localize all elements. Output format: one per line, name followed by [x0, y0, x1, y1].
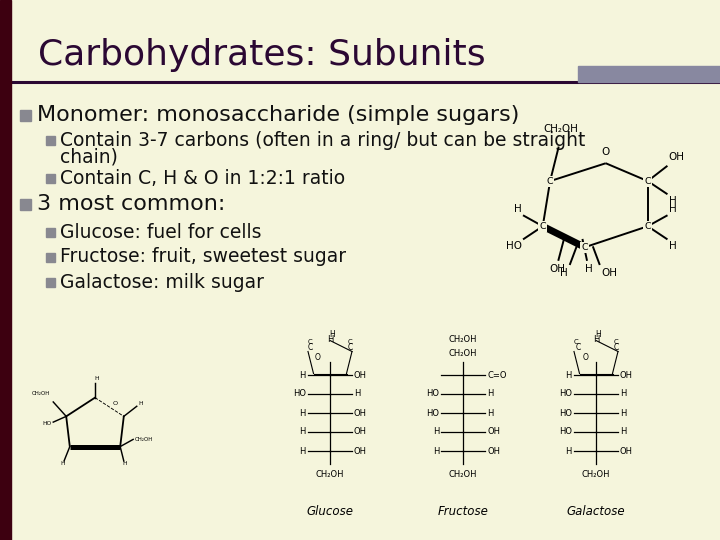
Text: OH: OH — [354, 447, 367, 456]
Text: OH: OH — [354, 370, 367, 380]
Text: HO: HO — [559, 408, 572, 417]
Text: H: H — [620, 389, 626, 399]
Text: C: C — [582, 243, 588, 252]
Text: H: H — [669, 196, 677, 206]
Text: H: H — [300, 428, 306, 436]
Text: H: H — [620, 428, 626, 436]
Text: C: C — [575, 343, 580, 352]
Text: H: H — [94, 376, 99, 381]
Text: H: H — [433, 447, 439, 456]
Text: OH: OH — [354, 408, 367, 417]
Text: H: H — [122, 461, 127, 465]
Text: CH₂OH: CH₂OH — [582, 470, 611, 479]
Text: H: H — [669, 241, 677, 251]
Text: H: H — [60, 461, 65, 465]
Text: O: O — [583, 353, 589, 361]
Text: chain): chain) — [60, 147, 118, 166]
Text: C=O: C=O — [487, 370, 506, 380]
Text: 3 most common:: 3 most common: — [37, 194, 225, 214]
Text: H: H — [327, 335, 333, 344]
Text: C: C — [546, 177, 554, 186]
Text: H: H — [620, 408, 626, 417]
Text: HO: HO — [559, 428, 572, 436]
Bar — [0, 0, 11, 540]
Text: Galactose: Galactose — [567, 505, 625, 518]
Bar — [46, 173, 55, 183]
Text: Fructose: fruit, sweetest sugar: Fructose: fruit, sweetest sugar — [60, 247, 346, 267]
Text: OH: OH — [620, 447, 633, 456]
Text: OH: OH — [601, 268, 618, 278]
Bar — [46, 227, 55, 237]
Text: Contain C, H & O in 1:2:1 ratio: Contain C, H & O in 1:2:1 ratio — [60, 168, 345, 187]
Text: H: H — [329, 330, 335, 339]
Text: C: C — [308, 339, 312, 345]
Bar — [46, 253, 55, 261]
Text: H: H — [593, 335, 599, 344]
Text: H: H — [560, 268, 568, 278]
Text: H: H — [566, 447, 572, 456]
Text: CH₂OH: CH₂OH — [449, 470, 477, 479]
Text: Carbohydrates: Subunits: Carbohydrates: Subunits — [38, 38, 485, 72]
Text: CH₂OH: CH₂OH — [32, 391, 50, 396]
Text: H: H — [514, 204, 522, 214]
Text: HO: HO — [426, 408, 439, 417]
Text: HO: HO — [426, 389, 439, 399]
Text: C: C — [539, 222, 546, 231]
Text: HO: HO — [559, 389, 572, 399]
Bar — [20, 199, 31, 210]
Text: C: C — [644, 177, 651, 186]
Text: CH₂OH: CH₂OH — [316, 470, 344, 479]
Text: H: H — [669, 204, 677, 214]
Text: CH₂OH: CH₂OH — [543, 124, 578, 134]
Text: H: H — [487, 389, 493, 399]
Text: CH₂OH: CH₂OH — [449, 349, 477, 358]
Text: OH: OH — [487, 428, 500, 436]
Text: CH₂OH: CH₂OH — [135, 437, 153, 442]
Text: H: H — [487, 408, 493, 417]
Text: O: O — [602, 147, 610, 157]
Text: Glucose: fuel for cells: Glucose: fuel for cells — [60, 222, 261, 241]
Text: OH: OH — [620, 370, 633, 380]
Text: HO: HO — [293, 389, 306, 399]
Text: Glucose: Glucose — [307, 505, 354, 518]
Text: O: O — [315, 353, 321, 361]
Text: HO: HO — [505, 241, 522, 251]
Text: H: H — [138, 401, 143, 406]
Text: C: C — [347, 343, 353, 352]
Text: Fructose: Fructose — [438, 505, 488, 518]
Text: H: H — [300, 370, 306, 380]
Text: C: C — [348, 339, 352, 345]
Text: H: H — [300, 447, 306, 456]
Bar — [46, 278, 55, 287]
Text: H: H — [585, 264, 593, 274]
Text: Galactose: milk sugar: Galactose: milk sugar — [60, 273, 264, 292]
Text: H: H — [300, 408, 306, 417]
Text: C: C — [613, 339, 618, 345]
Text: C: C — [574, 339, 579, 345]
Text: H: H — [433, 428, 439, 436]
Text: H: H — [566, 370, 572, 380]
Text: H: H — [354, 389, 361, 399]
Text: OH: OH — [549, 264, 565, 274]
Text: Monomer: monosaccharide (simple sugars): Monomer: monosaccharide (simple sugars) — [37, 105, 519, 125]
Text: O: O — [112, 401, 118, 406]
Text: Contain 3-7 carbons (often in a ring/ but can be straight: Contain 3-7 carbons (often in a ring/ bu… — [60, 131, 585, 150]
Text: C: C — [644, 222, 651, 231]
Text: C: C — [613, 343, 618, 352]
Text: OH: OH — [487, 447, 500, 456]
Text: CH₂OH: CH₂OH — [449, 335, 477, 344]
Text: HO: HO — [42, 421, 52, 426]
Bar — [578, 66, 720, 82]
Text: OH: OH — [669, 152, 685, 162]
Bar — [46, 136, 55, 145]
Text: OH: OH — [354, 428, 367, 436]
Bar — [20, 110, 31, 120]
Text: H: H — [595, 330, 601, 339]
Text: C: C — [307, 343, 312, 352]
